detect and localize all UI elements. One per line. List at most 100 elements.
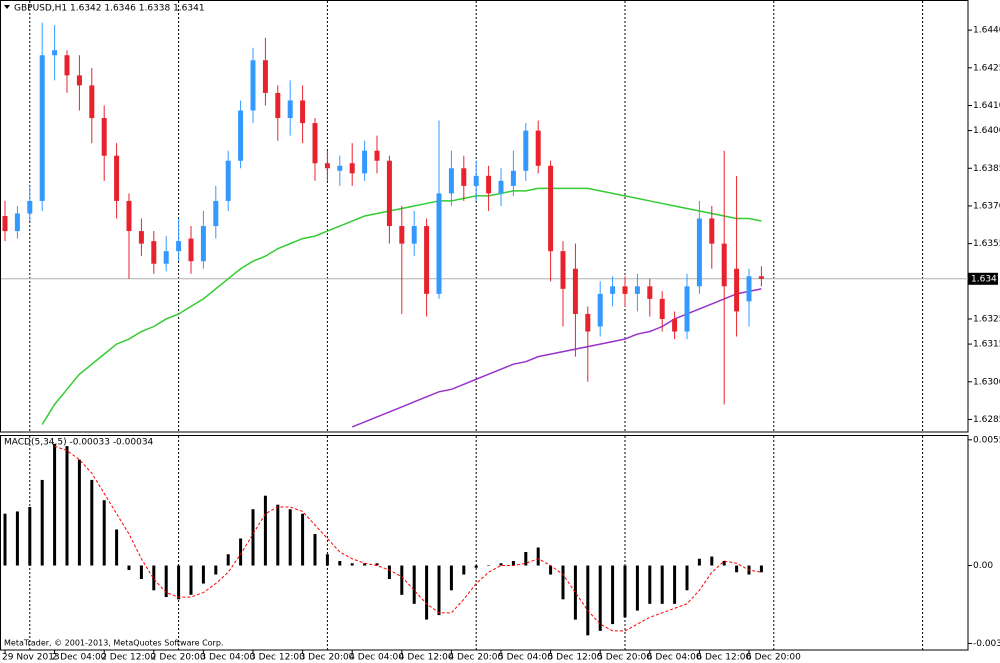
macd-bar	[40, 479, 44, 566]
x-tick-label: 5 Dec 20:00	[597, 653, 652, 663]
menu-triangle[interactable]	[4, 5, 10, 9]
x-tick-label: 5 Dec 12:00	[548, 653, 603, 663]
x-tick-label: 3 Dec 20:00	[300, 653, 355, 663]
candle-body	[572, 268, 578, 314]
macd-bar	[474, 565, 478, 568]
y-tick-label: 1.6315	[973, 340, 1000, 350]
candle-body	[101, 118, 107, 156]
macd-bar	[164, 565, 168, 598]
y-tick-label: 0.00558	[973, 435, 1000, 445]
x-tick-label: 6 Dec 20:00	[746, 653, 801, 663]
candle-body	[262, 60, 268, 93]
macd-bar	[673, 565, 677, 604]
y-tick-label: 1.6400	[973, 126, 1000, 136]
candle-body	[39, 55, 45, 201]
macd-bar	[127, 565, 131, 571]
macd-panel	[0, 435, 969, 651]
candle-body	[634, 286, 640, 294]
x-tick-label: 2 Dec 20:00	[151, 653, 206, 663]
candle-body	[486, 175, 492, 194]
macd-bar	[338, 561, 342, 566]
candle-body	[461, 168, 467, 186]
candle-body	[647, 286, 653, 299]
y-tick-label: 1.6285	[973, 415, 1000, 425]
y-tick-label: 1.6410	[973, 101, 1000, 111]
y-tick-label: -0.00346	[973, 639, 1000, 649]
candle-body	[424, 226, 430, 294]
candle-body	[746, 276, 752, 302]
candle-body	[672, 318, 678, 332]
macd-bar	[53, 443, 57, 566]
macd-bar	[735, 565, 739, 573]
macd-bar	[139, 565, 143, 580]
candle-body	[399, 226, 405, 244]
candle-body	[27, 200, 33, 214]
candle-body	[510, 170, 516, 186]
x-tick-label: 6 Dec 04:00	[647, 653, 702, 663]
candle-body	[225, 160, 231, 201]
chart-title: GBPUSD,H1 1.6342 1.6346 1.6338 1.6341	[14, 4, 205, 14]
current-price-box	[968, 272, 998, 285]
macd-bar	[77, 459, 81, 566]
candle-body	[213, 200, 219, 227]
candle-body	[238, 110, 244, 161]
macd-bar	[363, 563, 367, 566]
candle-body	[275, 92, 281, 119]
macd-bar	[449, 565, 453, 591]
macd-bar	[276, 504, 280, 566]
candle-body	[696, 218, 702, 287]
macd-bar	[660, 565, 664, 604]
macd-bar	[400, 565, 404, 595]
candle-body	[300, 100, 306, 124]
macd-bar	[15, 511, 19, 566]
candle-body	[448, 168, 454, 194]
candle-body	[151, 241, 157, 264]
macd-bar	[685, 565, 689, 591]
macd-bar	[201, 565, 205, 584]
macd-bar	[251, 509, 255, 566]
candle-body	[622, 286, 628, 294]
macd-bar	[623, 565, 627, 618]
macd-bar	[350, 563, 354, 566]
x-tick-label: 3 Dec 04:00	[200, 653, 255, 663]
candle-body	[14, 213, 20, 232]
candle-body	[498, 180, 504, 194]
candle-body	[126, 200, 132, 232]
candle-body	[535, 130, 541, 166]
macd-bar	[375, 563, 379, 566]
y-tick-label: 1.6355	[973, 239, 1000, 249]
candle-body	[52, 50, 58, 56]
macd-bar	[487, 565, 491, 567]
y-tick-label: 1.6370	[973, 201, 1000, 211]
macd-bar	[573, 565, 577, 620]
candle-body	[138, 231, 144, 244]
macd-bar	[226, 554, 230, 566]
macd-bar	[524, 552, 528, 566]
macd-bar	[536, 547, 540, 566]
x-tick-label: 4 Dec 04:00	[349, 653, 404, 663]
x-tick-label: 6 Dec 12:00	[696, 653, 751, 663]
candle-body	[734, 268, 740, 312]
macd-bar	[710, 556, 714, 566]
candle-body	[758, 276, 764, 279]
candle-body	[64, 55, 70, 76]
candle-body	[436, 193, 442, 294]
y-tick-label: 1.6440	[973, 26, 1000, 36]
macd-bar	[387, 565, 391, 580]
macd-bar	[561, 565, 565, 600]
candle-body	[337, 165, 343, 171]
x-tick-label: 4 Dec 12:00	[399, 653, 454, 663]
macd-bar	[759, 565, 763, 573]
y-tick-label: 0.00	[973, 561, 993, 571]
candle-body	[709, 218, 715, 244]
y-tick-label: 1.6325	[973, 314, 1000, 324]
signal-line	[54, 445, 762, 632]
candle-body	[684, 286, 690, 332]
macd-bar	[189, 565, 193, 595]
main-panel	[0, 0, 969, 433]
macd-bar	[412, 565, 416, 604]
candle-body	[721, 243, 727, 287]
candle-body	[114, 155, 120, 201]
candle-body	[349, 163, 355, 174]
macd-bar	[263, 495, 267, 566]
